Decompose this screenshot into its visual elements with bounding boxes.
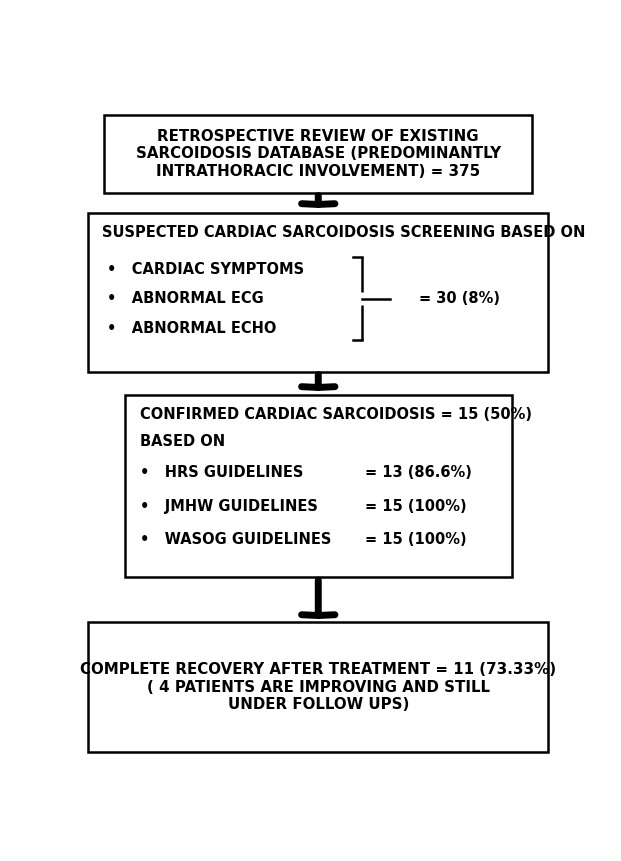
Text: RETROSPECTIVE REVIEW OF EXISTING
SARCOIDOSIS DATABASE (PREDOMINANTLY
INTRATHORAC: RETROSPECTIVE REVIEW OF EXISTING SARCOID… (136, 129, 501, 178)
FancyBboxPatch shape (104, 115, 532, 193)
Text: •   JMHW GUIDELINES: • JMHW GUIDELINES (140, 499, 318, 514)
Text: •   ABNORMAL ECG: • ABNORMAL ECG (107, 291, 263, 307)
Text: = 15 (100%): = 15 (100%) (365, 532, 466, 548)
Text: SUSPECTED CARDIAC SARCOIDOSIS SCREENING BASED ON: SUSPECTED CARDIAC SARCOIDOSIS SCREENING … (102, 225, 586, 240)
Text: CONFIRMED CARDIAC SARCOIDOSIS = 15 (50%): CONFIRMED CARDIAC SARCOIDOSIS = 15 (50%) (140, 406, 532, 422)
FancyBboxPatch shape (88, 623, 548, 752)
Text: •   CARDIAC SYMPTOMS: • CARDIAC SYMPTOMS (107, 263, 304, 277)
Text: •   HRS GUIDELINES: • HRS GUIDELINES (140, 465, 304, 480)
FancyBboxPatch shape (88, 213, 548, 372)
Text: •   ABNORMAL ECHO: • ABNORMAL ECHO (107, 321, 276, 337)
Text: = 15 (100%): = 15 (100%) (365, 499, 466, 514)
Text: = 30 (8%): = 30 (8%) (419, 291, 501, 307)
Text: •   WASOG GUIDELINES: • WASOG GUIDELINES (140, 532, 332, 548)
Text: = 13 (86.6%): = 13 (86.6%) (365, 465, 471, 480)
Text: COMPLETE RECOVERY AFTER TREATMENT = 11 (73.33%)
( 4 PATIENTS ARE IMPROVING AND S: COMPLETE RECOVERY AFTER TREATMENT = 11 (… (80, 662, 556, 712)
FancyBboxPatch shape (125, 395, 512, 578)
Text: BASED ON: BASED ON (140, 434, 225, 449)
